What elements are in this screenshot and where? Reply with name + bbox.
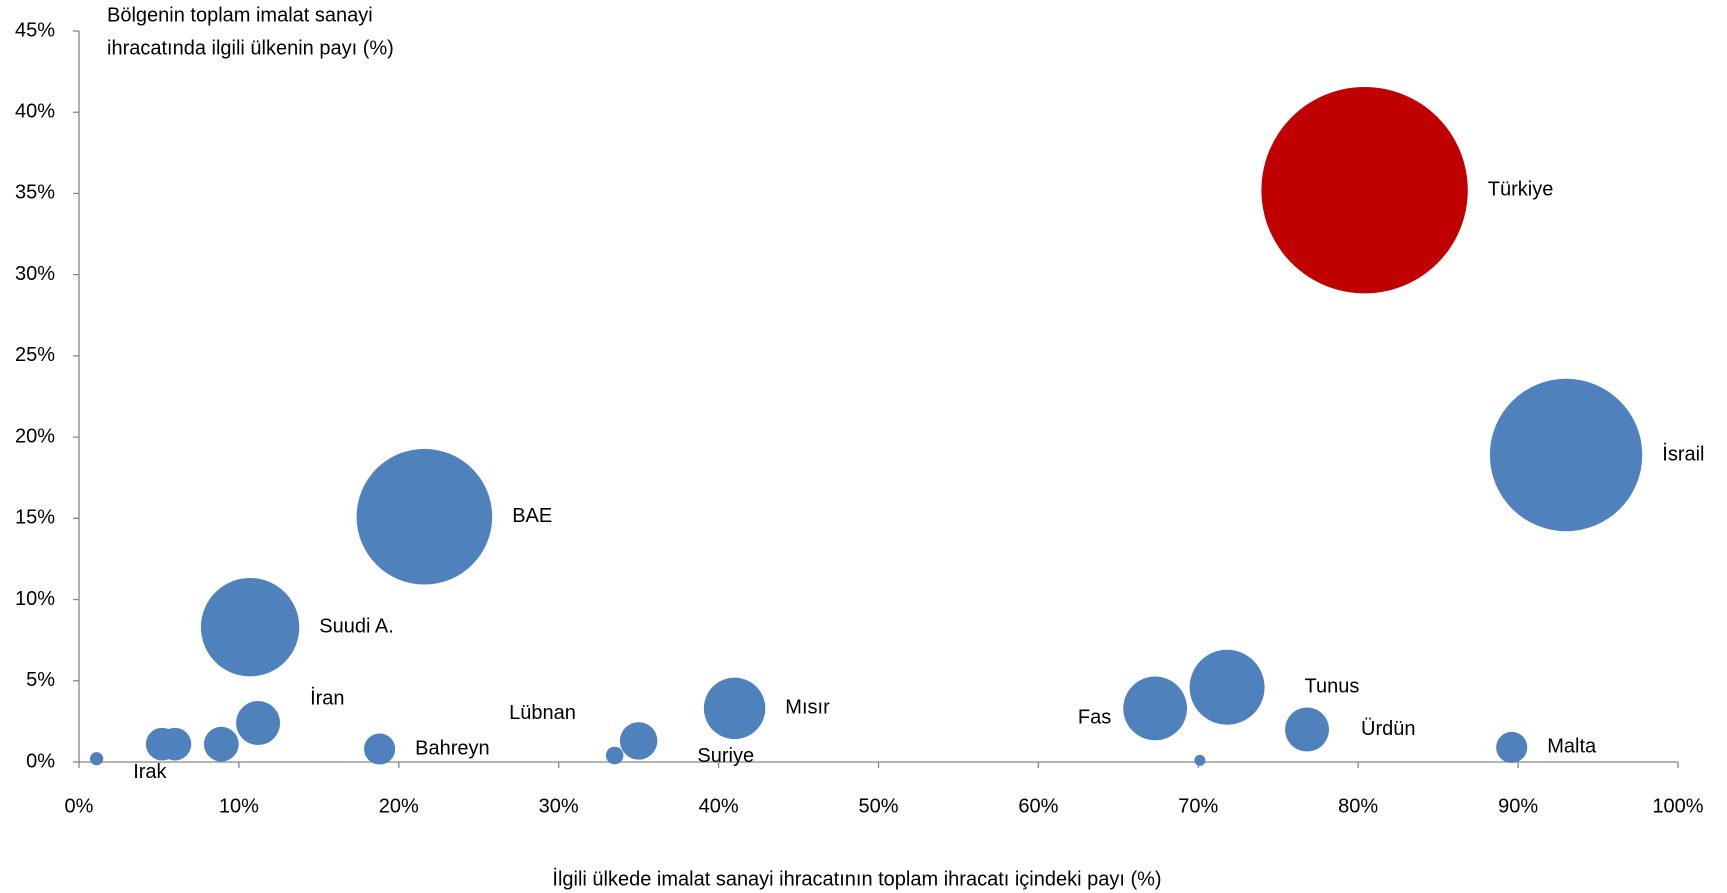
bubble-label: Suudi A. <box>319 615 394 637</box>
x-tick-label: 40% <box>699 795 739 817</box>
x-tick-label: 80% <box>1338 795 1378 817</box>
bubble-label: Türkiye <box>1488 178 1554 200</box>
y-tick-label: 20% <box>15 425 55 447</box>
bubble <box>200 577 300 677</box>
bubble <box>1496 731 1528 763</box>
bubble <box>1261 87 1468 294</box>
bubble <box>605 746 624 765</box>
bubble-label: Bahreyn <box>415 737 490 759</box>
bubble-label: Fas <box>1078 707 1111 729</box>
y-tick-label: 30% <box>15 263 55 285</box>
y-axis-title: ihracatında ilgili ülkenin payı (%) <box>107 37 394 59</box>
bubble-label: Lübnan <box>509 702 576 724</box>
bubble-label: Mısır <box>785 697 830 719</box>
y-tick-label: 45% <box>15 19 55 41</box>
y-tick-label: 15% <box>15 507 55 529</box>
bubble <box>1189 649 1265 725</box>
x-tick-label: 100% <box>1652 795 1703 817</box>
bubble-label: Malta <box>1547 736 1597 758</box>
x-tick-label: 60% <box>1018 795 1058 817</box>
x-tick-label: 10% <box>219 795 259 817</box>
bubble <box>619 722 658 760</box>
y-tick-label: 35% <box>15 182 55 204</box>
bubble <box>356 448 493 585</box>
bubble <box>1194 754 1206 766</box>
x-tick-label: 50% <box>858 795 898 817</box>
y-tick-label: 5% <box>26 669 55 691</box>
bubble <box>203 726 239 762</box>
bubble <box>1489 378 1643 532</box>
bubble-label: BAE <box>512 505 552 527</box>
x-axis-title: İlgili ülkede imalat sanayi ihracatının … <box>552 867 1161 890</box>
x-tick-label: 0% <box>65 795 94 817</box>
bubble <box>1285 707 1330 752</box>
y-tick-label: 40% <box>15 101 55 123</box>
bubble <box>158 727 192 761</box>
x-tick-label: 20% <box>379 795 419 817</box>
bubble-label: İran <box>310 686 344 709</box>
bubble <box>1123 676 1188 741</box>
y-axis-title: Bölgenin toplam imalat sanayi <box>107 4 373 26</box>
bubble <box>364 733 396 765</box>
y-tick-label: 25% <box>15 344 55 366</box>
x-tick-label: 70% <box>1178 795 1218 817</box>
bubble-label: Irak <box>133 761 167 783</box>
bubble <box>236 701 281 746</box>
bubble <box>89 752 104 766</box>
bubble-label: İsrail <box>1662 442 1704 465</box>
bubble <box>703 677 766 740</box>
bubble-label: Tunus <box>1305 676 1360 698</box>
y-tick-label: 10% <box>15 588 55 610</box>
x-tick-label: 90% <box>1498 795 1538 817</box>
bubble-label: Suriye <box>697 745 754 767</box>
x-tick-label: 30% <box>539 795 579 817</box>
bubble-label: Ürdün <box>1361 718 1415 740</box>
y-tick-label: 0% <box>26 750 55 772</box>
